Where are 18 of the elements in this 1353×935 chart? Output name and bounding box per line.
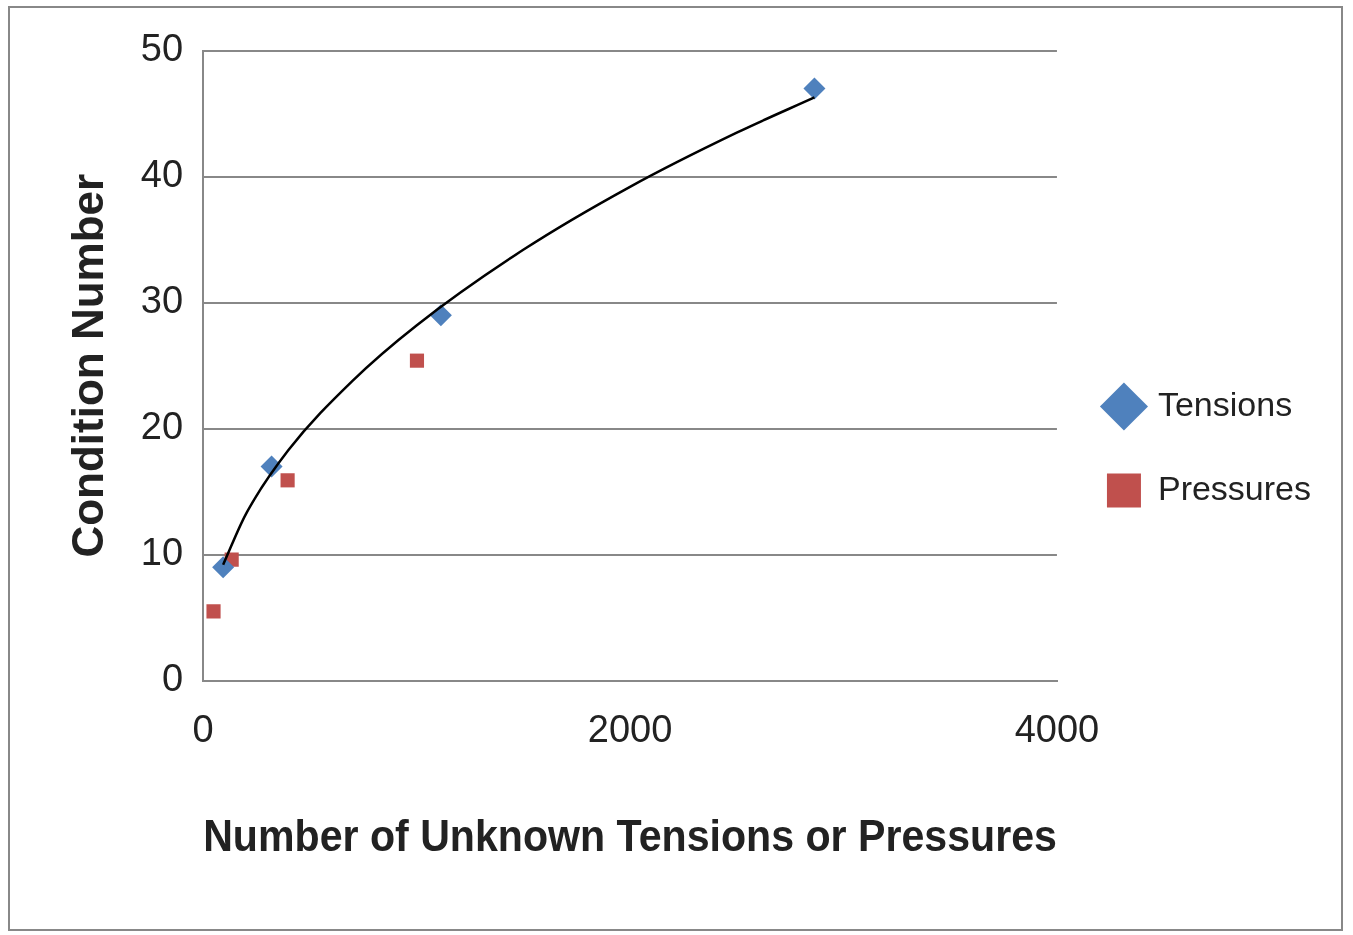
x-axis-title: Number of Unknown Tensions or Pressures — [203, 810, 1057, 861]
y-tick-label: 20 — [140, 405, 184, 448]
y-tick-label: 10 — [140, 531, 184, 574]
y-tick-label: 0 — [161, 657, 184, 700]
point — [803, 77, 826, 100]
y-tick-label: 30 — [140, 279, 184, 322]
y-axis-title: Condition Number — [62, 173, 112, 558]
y-tick-label: 40 — [140, 153, 184, 196]
legend-label: Pressures — [1157, 468, 1312, 507]
point — [206, 604, 221, 619]
point — [409, 353, 425, 368]
point — [212, 556, 235, 579]
x-tick-label: 0 — [192, 707, 214, 750]
y-tick-label: 50 — [140, 27, 184, 70]
x-tick-label: 2000 — [587, 707, 673, 750]
legend-label: Tensions — [1157, 384, 1293, 423]
x-tick-label: 4000 — [1014, 707, 1100, 750]
point — [280, 473, 295, 488]
